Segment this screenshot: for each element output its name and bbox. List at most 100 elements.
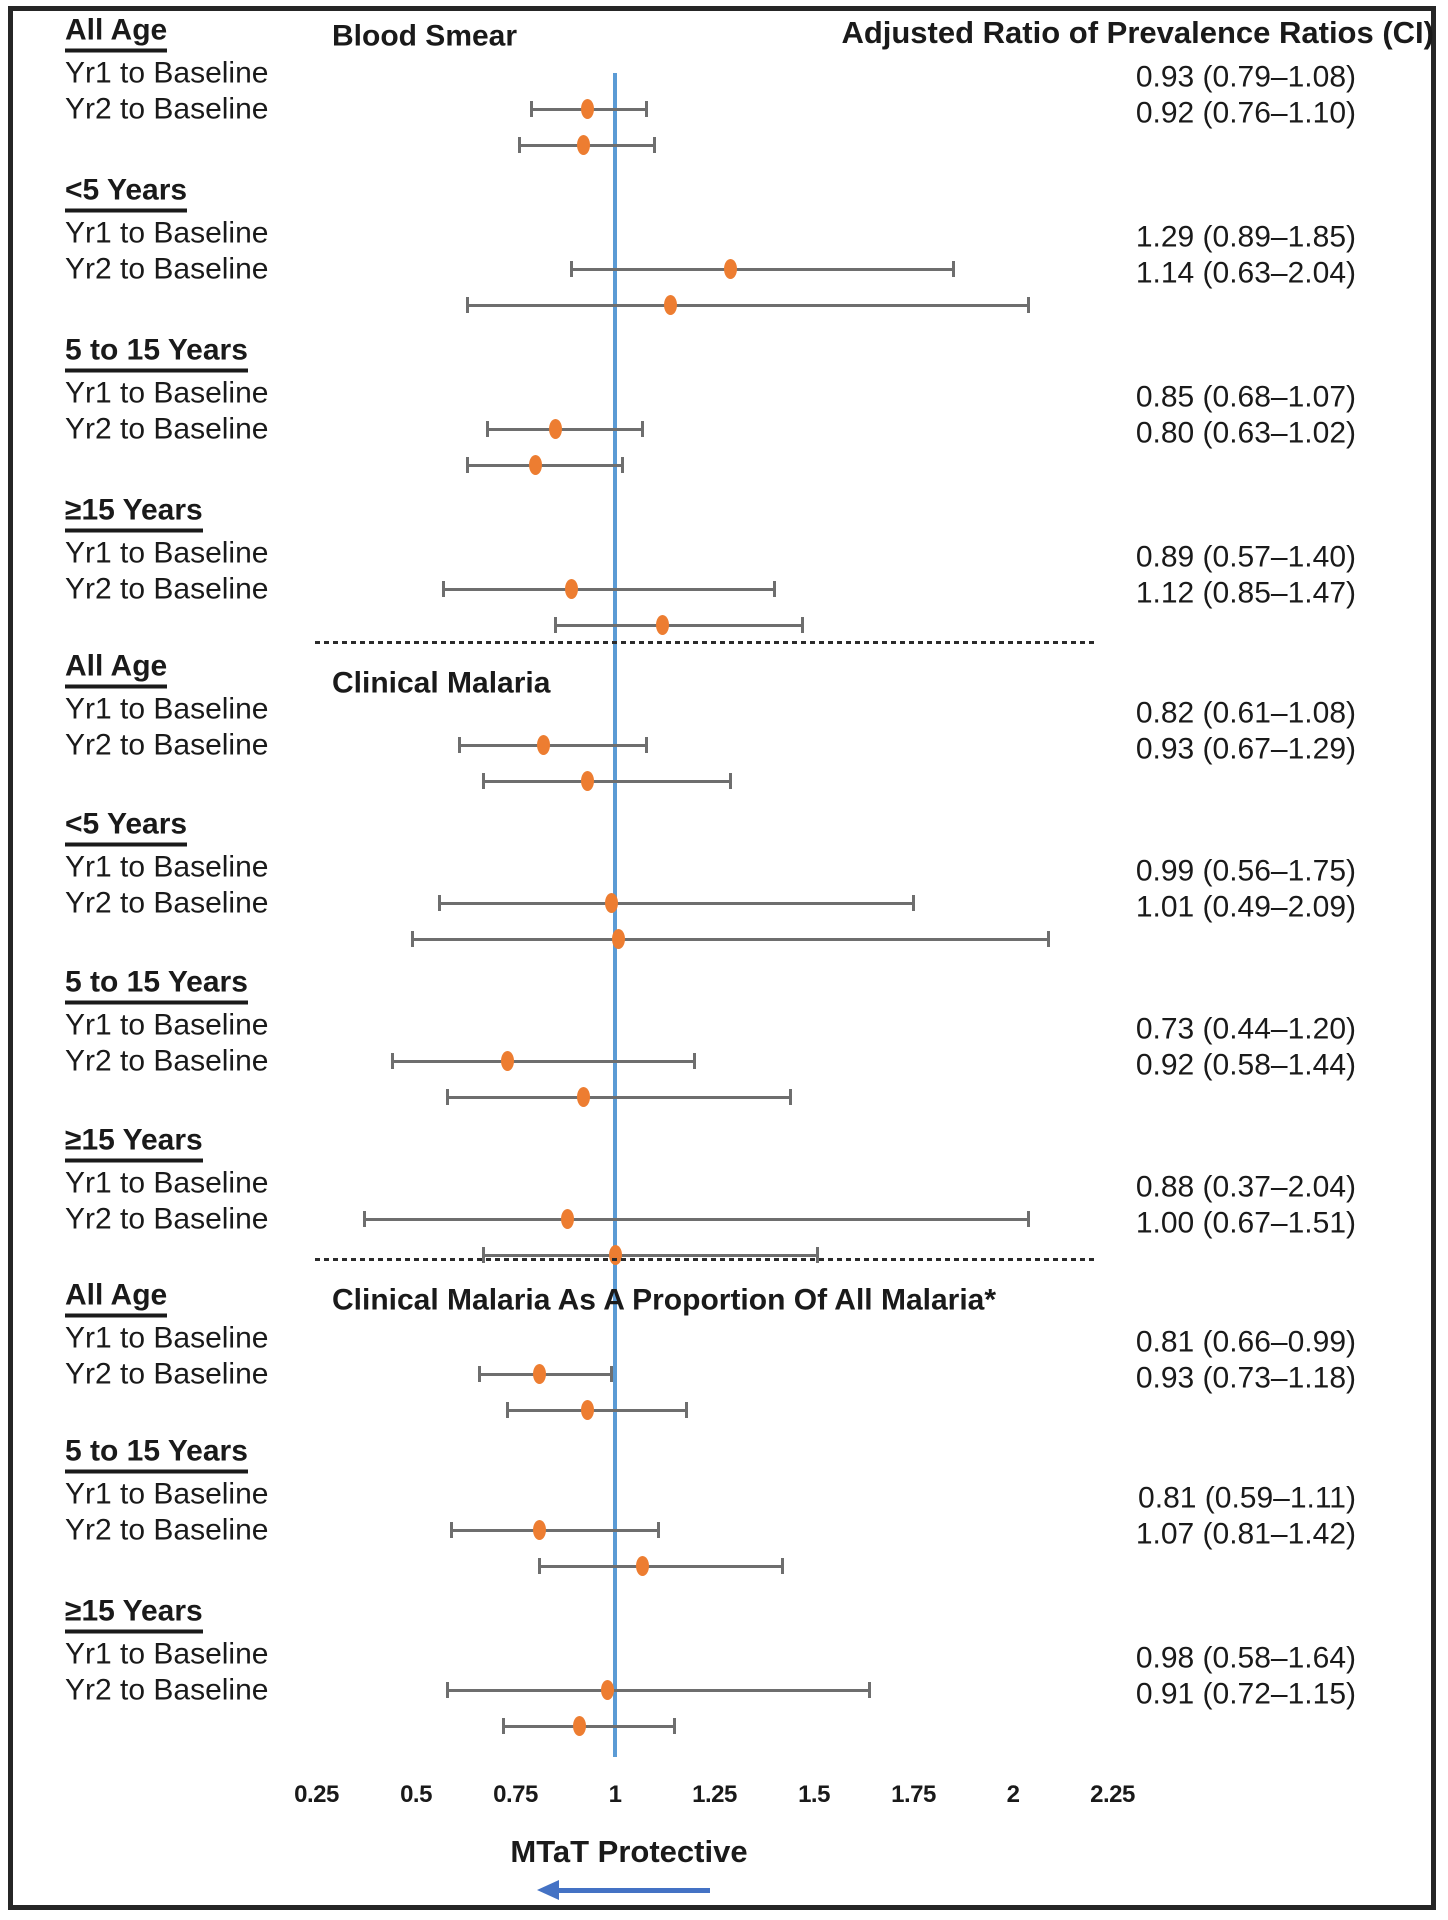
- point-estimate-marker: [532, 1364, 546, 1384]
- ci-bar: [467, 463, 623, 467]
- point-estimate-marker: [532, 1520, 546, 1540]
- age-group-header-text: ≥15 Years: [65, 1124, 203, 1163]
- ci-cap-right: [1027, 297, 1031, 313]
- age-group-header-text: <5 Years: [65, 808, 188, 847]
- age-group-header: All Age: [65, 650, 168, 689]
- row-label: Yr2 to Baseline: [65, 252, 269, 286]
- point-estimate-marker: [501, 1051, 515, 1071]
- point-estimate-marker: [604, 893, 618, 913]
- ci-cap-left: [486, 421, 490, 437]
- ci-cap-right: [653, 137, 657, 153]
- estimate-ci-value: 0.98 (0.58–1.64): [1135, 1641, 1356, 1675]
- age-group-header: 5 to 15 Years: [65, 1435, 248, 1474]
- estimate-ci-value: 0.85 (0.68–1.07): [1135, 380, 1356, 414]
- estimate-ci-value: 0.88 (0.37–2.04): [1135, 1170, 1356, 1204]
- estimate-ci-value: 0.89 (0.57–1.40): [1135, 540, 1356, 574]
- reference-line: [613, 73, 617, 1757]
- row-label: Yr1 to Baseline: [65, 536, 269, 570]
- ci-bar: [539, 1564, 783, 1568]
- ci-cap-left: [410, 931, 414, 947]
- ci-cap-left: [450, 1522, 454, 1538]
- ci-cap-left: [442, 581, 446, 597]
- ci-bar: [483, 779, 731, 783]
- ci-cap-right: [621, 457, 625, 473]
- point-estimate-marker: [560, 1209, 574, 1229]
- estimate-ci-value: 1.14 (0.63–2.04): [1135, 256, 1356, 290]
- estimate-ci-value: 1.07 (0.81–1.42): [1135, 1517, 1356, 1551]
- ci-bar: [467, 303, 1029, 307]
- ci-bar: [459, 743, 647, 747]
- row-label: Yr1 to Baseline: [65, 1477, 269, 1511]
- row-label: Yr1 to Baseline: [65, 1321, 269, 1355]
- ci-cap-left: [446, 1682, 450, 1698]
- age-group-header-text: ≥15 Years: [65, 494, 203, 533]
- figure-border: [8, 6, 1436, 1910]
- age-group-header-text: All Age: [65, 1279, 168, 1318]
- x-axis-tick-label: 1.75: [891, 1780, 936, 1808]
- age-group-header: ≥15 Years: [65, 1595, 203, 1634]
- ci-cap-left: [506, 1402, 510, 1418]
- estimate-ci-value: 0.73 (0.44–1.20): [1135, 1012, 1356, 1046]
- point-estimate-marker: [576, 1087, 590, 1107]
- effect-direction-label: MTaT Protective: [510, 1834, 748, 1869]
- estimate-ci-value: 0.80 (0.63–1.02): [1135, 416, 1356, 450]
- ci-cap-right: [657, 1522, 661, 1538]
- row-label: Yr2 to Baseline: [65, 728, 269, 762]
- x-axis-tick-label: 1: [608, 1780, 622, 1808]
- estimate-ci-value: 0.91 (0.72–1.15): [1135, 1677, 1356, 1711]
- ci-bar: [487, 427, 643, 431]
- ci-cap-right: [645, 737, 649, 753]
- row-label: Yr1 to Baseline: [65, 376, 269, 410]
- ci-cap-right: [788, 1089, 792, 1105]
- ci-cap-left: [466, 297, 470, 313]
- estimate-ci-value: 1.12 (0.85–1.47): [1135, 576, 1356, 610]
- age-group-header-text: ≥15 Years: [65, 1595, 203, 1634]
- ci-cap-right: [772, 581, 776, 597]
- ci-bar: [447, 1095, 791, 1099]
- row-label: Yr2 to Baseline: [65, 412, 269, 446]
- ci-bar: [571, 267, 954, 271]
- arrow-shaft: [553, 1888, 710, 1893]
- ci-cap-right: [800, 617, 804, 633]
- row-label: Yr2 to Baseline: [65, 1202, 269, 1236]
- age-group-header-text: 5 to 15 Years: [65, 334, 248, 373]
- x-axis-tick-label: 2: [1006, 1780, 1020, 1808]
- row-label: Yr2 to Baseline: [65, 886, 269, 920]
- row-label: Yr1 to Baseline: [65, 1637, 269, 1671]
- point-estimate-marker: [548, 419, 562, 439]
- row-label: Yr1 to Baseline: [65, 1166, 269, 1200]
- point-estimate-marker: [608, 1245, 622, 1265]
- ci-cap-left: [553, 617, 557, 633]
- ci-cap-left: [569, 261, 573, 277]
- estimate-ci-value: 1.29 (0.89–1.85): [1135, 220, 1356, 254]
- section-divider: [315, 641, 1095, 644]
- ci-cap-right: [641, 421, 645, 437]
- estimate-ci-value: 0.81 (0.66–0.99): [1135, 1325, 1356, 1359]
- point-estimate-marker: [723, 259, 737, 279]
- ci-cap-right: [868, 1682, 872, 1698]
- ci-cap-left: [529, 101, 533, 117]
- age-group-header: <5 Years: [65, 174, 188, 213]
- age-group-header: <5 Years: [65, 808, 188, 847]
- arrow-head: [537, 1880, 559, 1900]
- age-group-header-text: 5 to 15 Years: [65, 1435, 248, 1474]
- ci-cap-right: [951, 261, 955, 277]
- estimate-ci-value: 0.92 (0.76–1.10): [1135, 96, 1356, 130]
- estimate-ci-value: 1.01 (0.49–2.09): [1135, 890, 1356, 924]
- point-estimate-marker: [528, 455, 542, 475]
- value-column-header: Adjusted Ratio of Prevalence Ratios (CI): [841, 15, 1434, 50]
- age-group-header-text: <5 Years: [65, 174, 188, 213]
- section-title: Blood Smear: [332, 19, 518, 53]
- ci-bar: [503, 1724, 675, 1728]
- point-estimate-marker: [536, 735, 550, 755]
- ci-bar: [412, 937, 1049, 941]
- estimate-ci-value: 0.93 (0.67–1.29): [1135, 732, 1356, 766]
- section-divider: [315, 1258, 1095, 1261]
- ci-cap-left: [466, 457, 470, 473]
- row-label: Yr2 to Baseline: [65, 1513, 269, 1547]
- ci-cap-right: [685, 1402, 689, 1418]
- point-estimate-marker: [600, 1680, 614, 1700]
- point-estimate-marker: [580, 771, 594, 791]
- x-axis-tick-label: 1.5: [798, 1780, 830, 1808]
